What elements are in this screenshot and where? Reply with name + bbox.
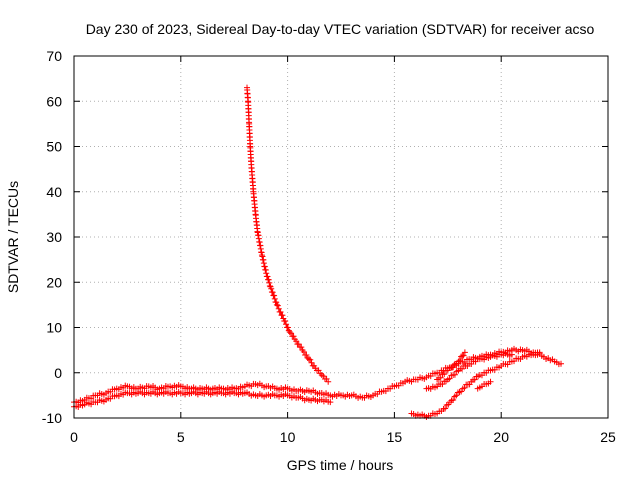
data-point-decay-arc [298, 344, 305, 351]
x-tick-label: 25 [600, 429, 616, 445]
data-point-decay-arc [269, 289, 276, 296]
data-point-main-band [558, 360, 565, 367]
data-point-decay-arc [271, 292, 278, 299]
y-tick-label: 40 [46, 184, 62, 200]
y-tick-label: 20 [46, 274, 62, 290]
data-point-upper-arc [458, 353, 465, 360]
data-point-upper-arc [460, 352, 467, 359]
data-point-mid-arc [451, 371, 458, 378]
x-tick-label: 0 [70, 429, 78, 445]
data-point-decay-arc [325, 378, 332, 385]
y-tick-label: 70 [46, 48, 62, 64]
y-axis-label: SDTVAR / TECUs [5, 181, 21, 293]
x-tick-label: 10 [280, 429, 296, 445]
data-point-decay-arc [283, 321, 290, 328]
data-points [71, 84, 565, 420]
data-point-decay-arc [284, 324, 291, 331]
data-point-decay-arc [264, 273, 271, 280]
data-point-afternoon-arc [450, 396, 457, 403]
data-point-decay-arc [303, 351, 310, 358]
data-point-decay-arc [279, 312, 286, 319]
axis-ticks: 0 5 10 15 20 25 -10 0 10 20 30 40 50 60 70 [42, 48, 616, 445]
data-point-decay-arc [273, 299, 280, 306]
data-point-decay-arc [271, 295, 278, 302]
data-point-afternoon-arc [471, 376, 478, 383]
y-tick-label: 10 [46, 320, 62, 336]
data-point-upper-arc [441, 371, 448, 378]
data-point-afternoon-arc [442, 405, 449, 412]
x-tick-label: 15 [387, 429, 403, 445]
data-point-upper-arc [459, 353, 466, 360]
data-point-decay-arc [308, 359, 315, 366]
y-tick-label: -10 [42, 410, 62, 426]
data-point-upper-arc [450, 364, 457, 371]
data-point-decay-arc [266, 283, 273, 290]
data-point-decay-arc [268, 285, 275, 292]
data-point-afternoon-arc [536, 349, 543, 356]
data-point-decay-arc [273, 301, 280, 308]
x-tick-label: 5 [177, 429, 185, 445]
y-tick-label: 50 [46, 139, 62, 155]
data-point-mid-arc [446, 375, 453, 382]
data-point-upper-arc [455, 358, 462, 365]
data-point-decay-arc [277, 309, 284, 316]
data-point-decay-arc [305, 356, 312, 363]
data-point-upper-arc [437, 374, 444, 381]
chart-title: Day 230 of 2023, Sidereal Day-to-day VTE… [86, 21, 595, 37]
x-tick-label: 20 [493, 429, 509, 445]
data-point-decay-arc [282, 318, 289, 325]
data-point-decay-arc [288, 330, 295, 337]
x-axis-label: GPS time / hours [287, 457, 394, 473]
data-point-upper-arc [456, 357, 463, 364]
data-point-decay-arc [293, 338, 300, 345]
data-point-decay-arc [307, 356, 314, 363]
data-point-decay-arc [274, 302, 281, 309]
data-point-decay-arc [295, 341, 302, 348]
grid [74, 56, 608, 418]
data-point-lower-band [327, 399, 334, 406]
data-point-decay-arc [275, 305, 282, 312]
data-point-mid-arc [508, 351, 515, 358]
y-tick-label: 0 [54, 365, 62, 381]
data-point-upper-arc [461, 349, 468, 356]
y-tick-label: 30 [46, 229, 62, 245]
data-point-afternoon-arc [461, 384, 468, 391]
data-point-decay-arc [266, 279, 273, 286]
data-point-decay-arc [290, 333, 297, 340]
data-point-short-segment [487, 378, 494, 385]
data-point-decay-arc [300, 348, 307, 355]
data-point-decay-arc [286, 329, 293, 336]
data-point-decay-arc [265, 276, 272, 283]
data-point-decay-arc [263, 270, 270, 277]
y-tick-label: 60 [46, 93, 62, 109]
